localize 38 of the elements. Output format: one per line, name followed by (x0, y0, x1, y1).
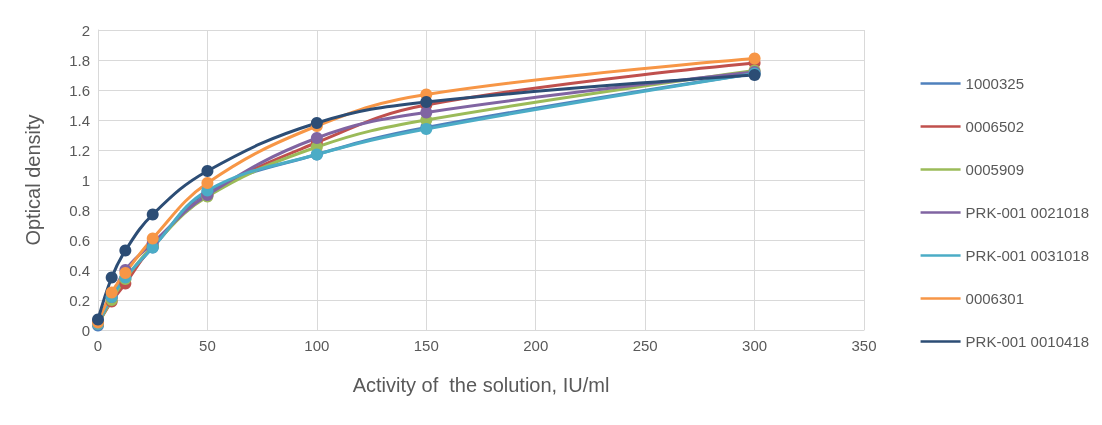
y-tick-label: 1.4 (69, 111, 90, 129)
legend-label: 1000325 (965, 75, 1024, 92)
x-tick-label: 300 (742, 337, 768, 354)
y-tick-label: 0.6 (69, 231, 90, 249)
y-tick-label: 2 (81, 21, 90, 39)
y-tick-label: 1.2 (69, 141, 90, 159)
x-tick-label: 0 (93, 337, 103, 354)
x-tick-label: 100 (304, 337, 330, 354)
y-tick-label: 0.8 (69, 201, 90, 219)
y-tick-label: 0.2 (69, 291, 90, 309)
y-tick-label: 0 (81, 321, 90, 339)
legend-label: PRK-001 0010418 (965, 333, 1090, 350)
point (201, 177, 214, 189)
x-tick-label: 200 (523, 337, 549, 354)
x-axis-title: Activity of the solution, IU/ml (352, 374, 610, 396)
x-tick-label: 150 (413, 337, 439, 354)
y-axis-title: Optical density (22, 114, 44, 246)
legend-label: 0005909 (965, 161, 1024, 178)
point (119, 244, 132, 257)
point (310, 132, 323, 144)
point (105, 271, 118, 284)
point (748, 52, 761, 65)
y-tick-label: 1 (81, 171, 90, 189)
legend-label: 0006301 (965, 290, 1024, 307)
y-tick-label: 1.6 (69, 81, 90, 99)
legend-label: PRK-001 0031018 (965, 247, 1090, 264)
point (201, 165, 214, 177)
point (146, 232, 159, 245)
point (105, 286, 118, 299)
point (146, 208, 159, 221)
x-tick-label: 50 (199, 337, 216, 354)
legend-label: 0006502 (965, 118, 1024, 135)
x-tick-label: 350 (851, 337, 877, 354)
legend-label: PRK-001 0021018 (965, 204, 1090, 221)
point (420, 106, 433, 119)
y-tick-label: 0.4 (69, 261, 90, 279)
x-tick-label: 250 (632, 337, 658, 354)
y-tick-label: 1.8 (69, 51, 90, 69)
